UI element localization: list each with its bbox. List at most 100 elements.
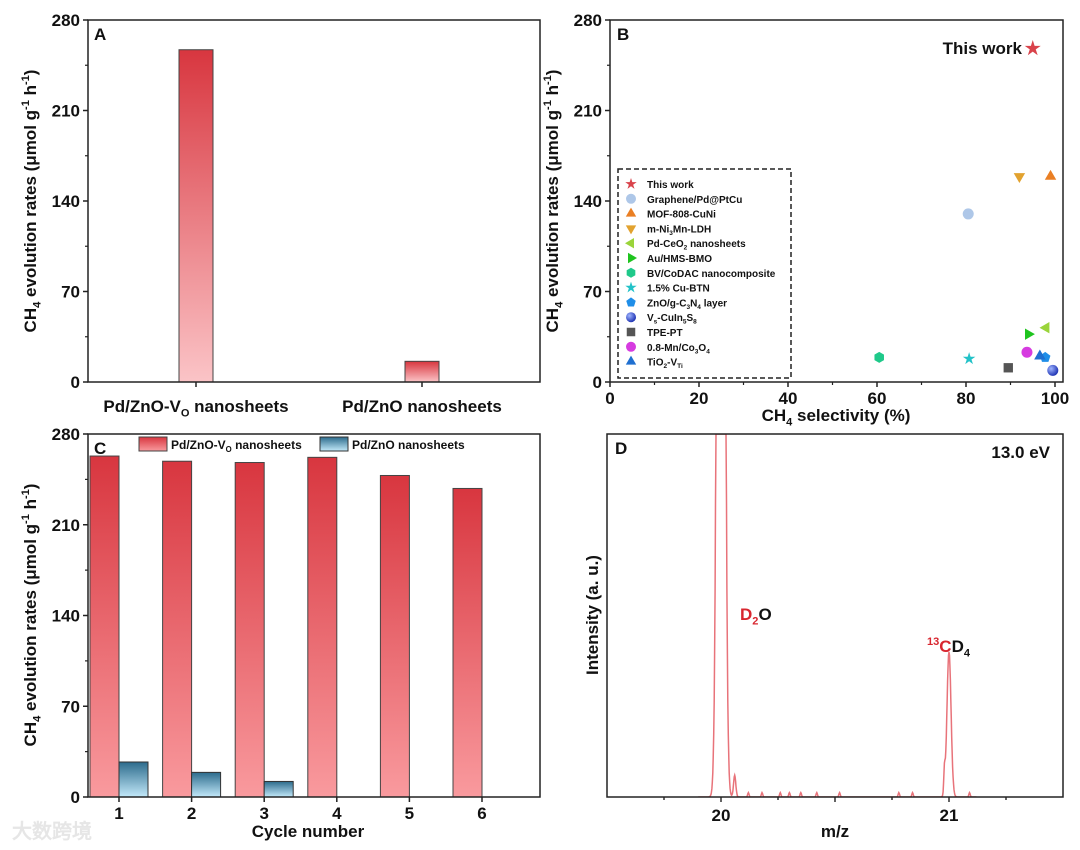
panel-b-letter: B: [617, 25, 629, 44]
panel-c-legend-label: Pd/ZnO-VO​ nanosheets: [171, 438, 302, 454]
panel-b-ytick-label: 280: [574, 11, 602, 30]
panel-c-xtick-label: 6: [477, 804, 486, 823]
panel-b-legend-marker: [625, 178, 637, 189]
panel-b-legend-marker: [626, 193, 636, 204]
panel-c-ytick-label: 210: [52, 516, 80, 535]
panel-c-bar-pd-zno: [263, 780, 294, 798]
panel-b-xtick-label: 100: [1041, 389, 1069, 408]
panel-c-legend-swatch: [319, 436, 349, 452]
panel-b-legend-marker: [628, 252, 637, 264]
panel-d-annotation: 13.0 eV: [991, 443, 1050, 462]
panel-b-point: [874, 351, 884, 363]
panel-b-point: [1021, 346, 1033, 358]
panel-b-legend-label: BV/CoDAC nanocomposite: [647, 269, 776, 280]
panel-c-frame: [87, 433, 541, 798]
panel-c-bar-pd-zno-vo: [307, 456, 338, 798]
panel-b-legend-label: 0.8-Mn/Co3​O4​: [647, 343, 710, 356]
panel-b-legend-marker: [625, 281, 637, 293]
panel-b-annotation: This work: [943, 39, 1023, 58]
panel-c-letter: C: [94, 439, 106, 458]
panel-d-ylabel: Intensity (a. u.): [583, 555, 602, 675]
panel-a-bar: [178, 49, 214, 383]
panel-c-xtick-label: 5: [405, 804, 414, 823]
panel-c-bar-pd-zno-vo: [89, 455, 120, 798]
panel-a-letter: A: [94, 25, 106, 44]
panel-b-point: [1044, 169, 1057, 180]
panel-b-ylabel: CH4​ evolution rates (μmol g-1​ h-1​): [542, 70, 565, 333]
panel-c-ylabel: CH4​ evolution rates (μmol g-1​ h-1​): [20, 484, 43, 747]
panel-c-bar-pd-zno-vo: [379, 474, 410, 798]
panel-b-ytick-label: 140: [574, 192, 602, 211]
panel-c-xtick-label: 3: [259, 804, 268, 823]
panel-d-xtick-label: 20: [712, 806, 731, 825]
panel-c-bar-pd-zno: [191, 771, 222, 798]
panel-c-xtick-label: 4: [332, 804, 342, 823]
panel-b-legend-label: 1.5% Cu-BTN: [647, 284, 710, 295]
panel-a-xtick-label: Pd/ZnO-VO​ nanosheets: [103, 397, 288, 419]
panel-c-legend-swatch: [138, 436, 168, 452]
panel-b-legend-marker: [625, 355, 637, 365]
panel-b-point: [1024, 40, 1041, 56]
panel-b-frame: [609, 19, 1064, 383]
panel-b-legend-label: ZnO/g-C3​N4​ layer: [647, 298, 727, 311]
panel-b-legend-marker: [626, 267, 636, 278]
panel-d-frame: [606, 433, 1064, 798]
panel-a-bar: [404, 360, 440, 383]
panel-a-ytick-label: 70: [61, 283, 80, 302]
panel-a-ytick-label: 140: [52, 192, 80, 211]
panel-b-ytick-label: 0: [593, 373, 602, 392]
panel-a-ylabel: CH4​ evolution rates (μmol g-1​ h-1​): [20, 70, 43, 333]
panel-d-peak-label-13cd4: 13​CD4​: [927, 636, 971, 659]
panel-b-legend-marker: [626, 297, 636, 307]
panel-d-letter: D: [615, 439, 627, 458]
panel-b-xtick-label: 60: [868, 389, 887, 408]
panel-b-legend-marker: [626, 341, 636, 352]
panel-b-legend-marker: [626, 312, 636, 323]
panel-a-ytick-label: 210: [52, 102, 80, 121]
panel-a-xtick-label: Pd/ZnO nanosheets: [342, 397, 502, 416]
panel-b-legend-marker: [625, 225, 637, 235]
panel-b-xtick-label: 0: [605, 389, 614, 408]
panel-b-point: [1039, 321, 1050, 334]
panel-b-legend-label: TPE-PT: [647, 328, 683, 339]
panel-b-xtick-label: 40: [779, 389, 798, 408]
panel-b-legend-label: Graphene/Pd@PtCu: [647, 195, 742, 206]
panel-b-xlabel: CH4​ selectivity (%): [762, 406, 911, 428]
panel-a-ytick-label: 0: [71, 373, 80, 392]
panel-b-xtick-label: 80: [957, 389, 976, 408]
panel-d-peak-label-d2o: D2​O: [740, 605, 772, 627]
panel-b-ytick-label: 210: [574, 102, 602, 121]
panel-b-legend-label: m-Ni3​Mn-LDH: [647, 224, 711, 237]
panel-b-legend-marker: [625, 238, 634, 249]
panel-b-legend-marker: [626, 327, 636, 337]
panel-b-xtick-label: 20: [690, 389, 709, 408]
panel-b-legend-label: MOF-808-CuNi: [647, 210, 716, 221]
panel-b-point: [1013, 173, 1026, 184]
panel-c-ytick-label: 280: [52, 425, 80, 444]
panel-b-point: [1047, 364, 1059, 376]
panel-c-bar-pd-zno-vo: [234, 462, 265, 798]
watermark: 大数跨境: [12, 819, 92, 843]
panel-b-legend-label: Pd-CeO2​ nanosheets: [647, 239, 746, 252]
panel-b-legend-marker: [625, 207, 637, 217]
panel-a-frame: [87, 19, 541, 383]
panel-c-ytick-label: 0: [71, 788, 80, 807]
panel-c-ytick-label: 140: [52, 607, 80, 626]
panel-c-bar-pd-zno-vo: [452, 487, 483, 798]
panel-d-xtick-label: 21: [940, 806, 959, 825]
panel-c-xlabel: Cycle number: [252, 822, 365, 841]
panel-b-legend-label: This work: [647, 180, 694, 191]
panel-c-xtick-label: 2: [187, 804, 196, 823]
panel-b-ytick-label: 70: [583, 283, 602, 302]
panel-d-xlabel: m/z: [821, 822, 849, 841]
panel-b-point: [1025, 328, 1035, 340]
panel-c-bar-pd-zno-vo: [162, 460, 193, 798]
panel-b-point: [1034, 349, 1046, 360]
panel-c-legend-label: Pd/ZnO nanosheets: [352, 438, 465, 452]
panel-b-legend-label: Vs​-CuIn5​S8​: [647, 313, 697, 326]
panel-b-legend-label: TiO2​-VTi​: [647, 358, 683, 371]
panel-b-legend-label: Au/HMS-BMO: [647, 254, 712, 265]
panel-c-bar-pd-zno: [118, 761, 149, 798]
panel-a-ytick-label: 280: [52, 11, 80, 30]
